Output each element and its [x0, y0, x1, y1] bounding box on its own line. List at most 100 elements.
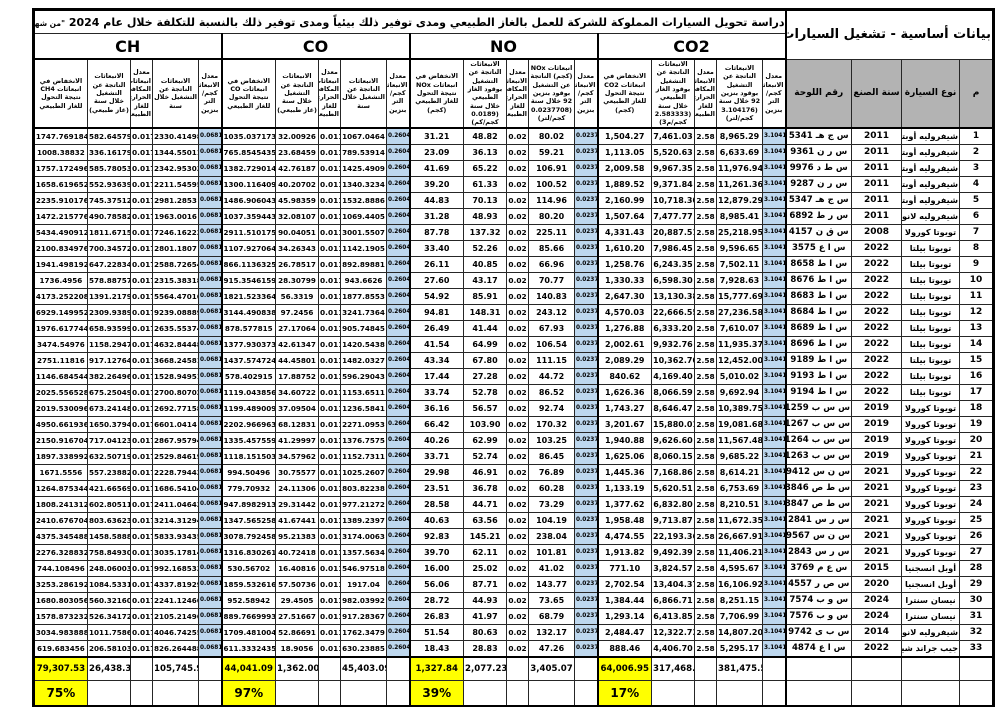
cell-co-reduction: 2202.966963: [220, 415, 276, 433]
cell-co-gasoline-annual: 789.53914: [340, 143, 387, 161]
cell-co2-reduction: 2,009.58: [596, 159, 652, 177]
cell-co2-gasoline-annual: 26,667.91: [716, 527, 763, 545]
cell-ch-reduction: 2751.11816: [32, 351, 89, 369]
cell-ch-gasoline-rate: 0.068171: [198, 319, 222, 337]
cell-nox-gas-rate: 0.02: [506, 303, 529, 321]
cell-ch-gas-annual: 803.636238: [87, 511, 131, 529]
cell-ch-gas-rate: 0.0173: [130, 175, 153, 193]
cell-co2-gas-annual: 15,880.01: [651, 415, 695, 433]
cell-co-gasoline-rate: 0.260428: [386, 495, 410, 513]
cell-nox-reduction: 31.28: [408, 207, 464, 225]
cell-car-type: أوبل انسجنيا: [901, 575, 960, 593]
cell-plate: س ا ط 9189: [784, 351, 852, 369]
cell-nox-gasoline-rate: 0.0237708: [574, 511, 598, 529]
cell-plate: س و ب 7576: [784, 607, 852, 625]
cell-nox-gas-annual: 44.93: [463, 591, 507, 609]
cell-co-gas-annual: 90.04051: [275, 223, 319, 241]
cell-plate: س س ب 1264: [784, 431, 852, 449]
cell-nox-gas-annual: 148.31: [463, 303, 507, 321]
cell-nox-gasoline-rate: 0.0237708: [574, 143, 598, 161]
cell-ch-reduction: 2276.328832: [32, 543, 89, 561]
cell-nox-gas-rate: 0.02: [506, 479, 529, 497]
cell-nox-gas-rate: 0.02: [506, 271, 529, 289]
cell-co-gasoline-annual: 1142.1905: [340, 239, 387, 257]
cell-nox-gasoline-annual: 66.96: [528, 255, 575, 273]
cell-nox-reduction: 31.21: [408, 127, 464, 145]
cell-co-gas-annual: 44.45801: [275, 351, 319, 369]
cell-plate: س ص ر 4557: [784, 575, 852, 593]
cell-co-gasoline-rate: 0.260428: [386, 223, 410, 241]
cell-index: 31: [959, 607, 994, 625]
cell-ch-gasoline-annual: 9239.08889: [152, 303, 199, 321]
cell-co-gasoline-rate: 0.260428: [386, 143, 410, 161]
cell-index: 28: [959, 559, 994, 577]
cell-index: 25: [959, 511, 994, 529]
cell-plate: س ر ط 6892: [784, 207, 852, 225]
total-ch-rate-empty: [198, 655, 222, 681]
cell-nox-gas-annual: 48.93: [463, 207, 507, 225]
col-header-co-gas-annual: الانبعاثات الناتجة عن التشغيل خلال سنة (…: [275, 58, 319, 129]
cell-year: 2022: [851, 351, 902, 369]
cell-ch-gasoline-annual: 2411.04643: [152, 495, 199, 513]
cell-co2-gasoline-annual: 6,753.69: [716, 479, 763, 497]
cell-co-gasoline-annual: 1425.4909: [340, 159, 387, 177]
cell-co-gas-annual: 16.40816: [275, 559, 319, 577]
cell-nox-gasoline-annual: 86.52: [528, 383, 575, 401]
cell-co2-gas-rate: 2.58: [694, 463, 717, 481]
cell-ch-gasoline-rate: 0.068171: [198, 143, 222, 161]
cell-plate: س ا ط 8683: [784, 287, 852, 305]
cell-co2-gas-annual: 9,626.60: [651, 431, 695, 449]
col-header-ch-gasoline-rate: معدل الانبعاثات كجم/التر بنزين: [198, 58, 222, 129]
cell-co-gasoline-rate: 0.260428: [386, 255, 410, 273]
cell-ch-gas-rate: 0.0173: [130, 303, 153, 321]
cell-nox-gas-annual: 103.90: [463, 415, 507, 433]
cell-year: 2011: [851, 191, 902, 209]
cell-year: 2022: [851, 239, 902, 257]
cell-co2-gasoline-rate: 3.104176: [762, 543, 786, 561]
cell-nox-reduction: 41.69: [408, 159, 464, 177]
cell-co2-gasoline-annual: 8,965.29: [716, 127, 763, 145]
total-car-type-empty: [901, 655, 960, 681]
cell-co-gas-annual: 34.57962: [275, 447, 319, 465]
col-header-nox-gas-rate: معدل الانبعاثات المكافئ الحراري للغاز ال…: [506, 58, 529, 129]
cell-nox-gas-rate: 0.02: [506, 175, 529, 193]
cell-nox-gas-rate: 0.02: [506, 543, 529, 561]
cell-co2-gas-rate: 2.58: [694, 303, 717, 321]
cell-ch-reduction: 1976.617744: [32, 319, 89, 337]
cell-nox-gasoline-annual: 114.96: [528, 191, 575, 209]
cell-co2-reduction: 3,201.67: [596, 415, 652, 433]
cell-nox-gas-annual: 61.33: [463, 175, 507, 193]
cell-co2-gasoline-rate: 3.104176: [762, 287, 786, 305]
cell-car-type: تويوتا بيلتا: [901, 239, 960, 257]
cell-co2-gasoline-rate: 3.104176: [762, 175, 786, 193]
cell-plate: س ا ط 8658: [784, 255, 852, 273]
cell-co2-gas-annual: 8,646.47: [651, 399, 695, 417]
cell-co2-gas-rate: 2.58: [694, 351, 717, 369]
cell-index: 29: [959, 575, 994, 593]
cell-car-type: نيسان سنترا: [901, 607, 960, 625]
cell-ch-gas-rate: 0.0173: [130, 287, 153, 305]
cell-nox-gasoline-rate: 0.0237708: [574, 575, 598, 593]
cell-co2-gas-rate: 2.58: [694, 607, 717, 625]
cell-index: 16: [959, 367, 994, 385]
cell-plate: س ط ص 8846: [784, 479, 852, 497]
cell-ch-gasoline-rate: 0.068171: [198, 607, 222, 625]
cell-ch-reduction: 1897.338992: [32, 447, 89, 465]
cell-car-type: تويوتا كورولا: [901, 479, 960, 497]
cell-co2-reduction: 1,445.36: [596, 463, 652, 481]
cell-co-reduction: 994.50496: [220, 463, 276, 481]
cell-co2-gas-annual: 4,406.70: [651, 639, 695, 658]
cell-co2-gas-annual: 7,986.45: [651, 239, 695, 257]
cell-nox-gasoline-annual: 238.04: [528, 527, 575, 545]
cell-co2-reduction: 2,647.30: [596, 287, 652, 305]
cell-co2-gasoline-rate: 3.104176: [762, 271, 786, 289]
col-header-co2-gas-rate: معدل الانبعاثات المكافئ الحراري للغاز ال…: [694, 58, 717, 129]
cell-co-gasoline-annual: 892.89881: [340, 255, 387, 273]
cell-nox-gasoline-rate: 0.0237708: [574, 495, 598, 513]
